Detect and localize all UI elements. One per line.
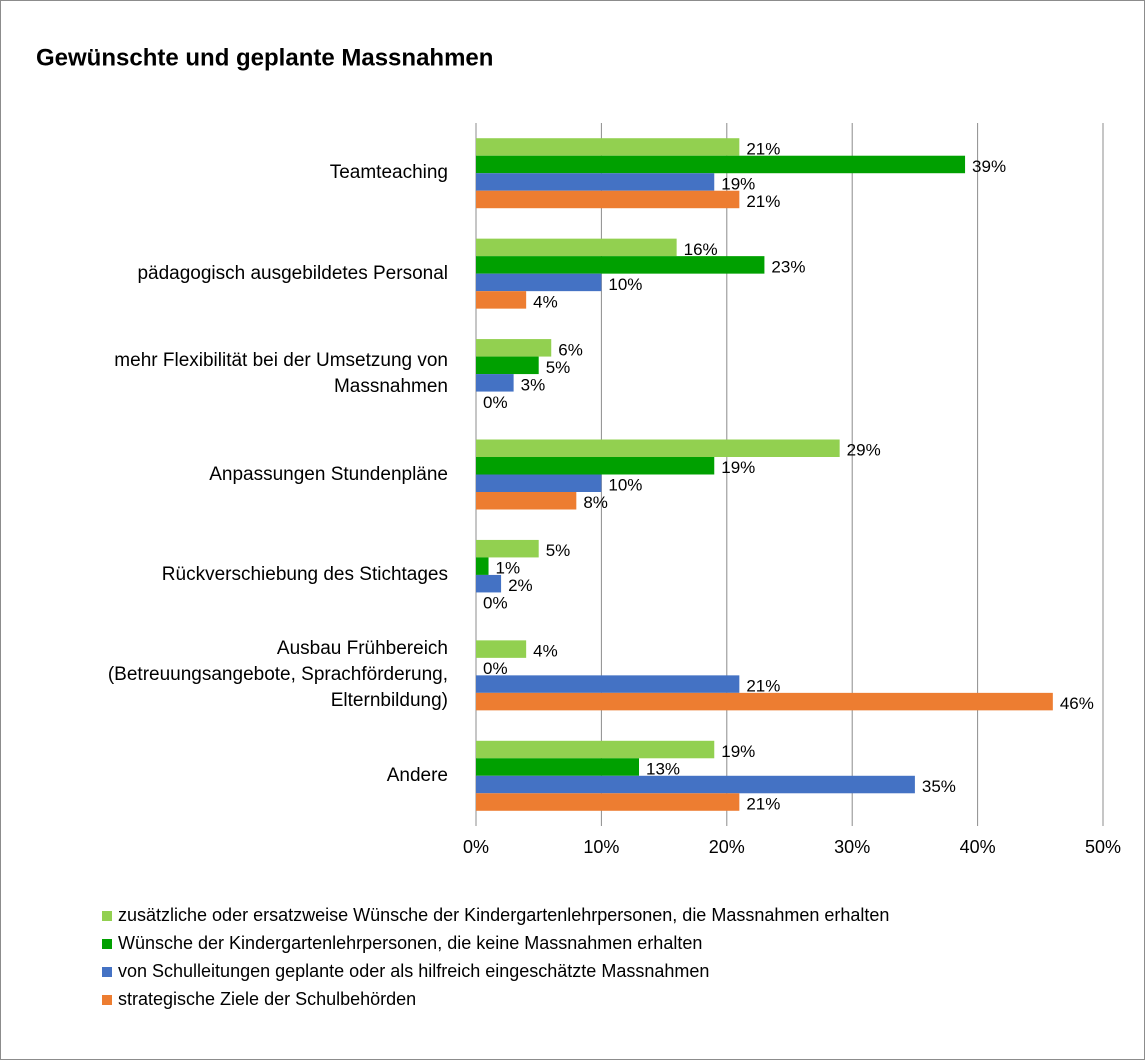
legend-swatch — [102, 911, 112, 921]
data-label: 19% — [721, 174, 755, 193]
bar — [476, 692, 1053, 711]
data-label: 5% — [546, 541, 571, 560]
bar — [476, 273, 602, 292]
data-label: 4% — [533, 642, 558, 661]
data-label: 39% — [972, 157, 1006, 176]
category-label: pädagogisch ausgebildetes Personal — [137, 262, 448, 284]
data-label: 21% — [746, 192, 780, 211]
data-label: 4% — [533, 292, 558, 311]
bar — [476, 155, 966, 174]
data-label: 0% — [483, 594, 508, 613]
bar — [476, 356, 539, 375]
x-tick-label: 20% — [709, 837, 745, 857]
data-label: 5% — [546, 358, 571, 377]
bar — [476, 256, 765, 274]
category-label: Rückverschiebung des Stichtages — [161, 563, 448, 585]
bar — [476, 492, 577, 510]
bar — [476, 775, 915, 794]
bar — [476, 439, 840, 457]
legend-swatch — [102, 939, 112, 949]
data-label: 19% — [721, 742, 755, 761]
category-label: Ausbau Frühbereich (Betreuungsangebote, … — [107, 638, 448, 712]
data-label: 19% — [721, 458, 755, 477]
category-label: Andere — [386, 764, 448, 786]
data-label: 2% — [508, 576, 533, 595]
legend-label: Wünsche der Kindergartenlehrpersonen, di… — [118, 933, 702, 953]
x-tick-label: 30% — [834, 837, 870, 857]
data-label: 16% — [684, 240, 718, 259]
bar — [476, 640, 527, 658]
data-label: 8% — [583, 493, 608, 512]
bar — [476, 339, 552, 357]
x-tick-label: 40% — [960, 837, 996, 857]
legend-label: strategische Ziele der Schulbehörden — [118, 989, 416, 1009]
data-label: 10% — [608, 476, 642, 495]
bar — [476, 793, 740, 811]
bar — [476, 474, 602, 492]
data-label: 13% — [646, 760, 680, 779]
data-label: 29% — [847, 441, 881, 460]
bar — [476, 557, 489, 575]
data-label: 35% — [922, 777, 956, 796]
legend-label: von Schulleitungen geplante oder als hil… — [118, 961, 709, 981]
x-tick-label: 0% — [463, 837, 489, 857]
legend-swatch — [102, 967, 112, 977]
data-label: 0% — [483, 393, 508, 412]
bar — [476, 758, 640, 776]
bar — [476, 374, 514, 392]
category-label: Teamteaching — [329, 162, 448, 184]
bar — [476, 173, 715, 191]
data-label: 3% — [521, 375, 546, 394]
data-label: 46% — [1060, 694, 1094, 713]
bar — [476, 574, 502, 593]
legend-label: zusätzliche oder ersatzweise Wünsche der… — [118, 905, 889, 925]
x-tick-label: 10% — [583, 837, 619, 857]
data-label: 0% — [483, 659, 508, 678]
bar — [476, 238, 677, 257]
bar — [476, 138, 740, 156]
x-tick-label: 50% — [1085, 837, 1121, 857]
data-label: 23% — [771, 257, 805, 276]
category-label: Anpassungen Stundenpläne — [209, 463, 448, 485]
bar — [476, 190, 740, 209]
data-label: 6% — [558, 340, 583, 359]
data-label: 1% — [496, 559, 521, 578]
data-label: 10% — [608, 275, 642, 294]
bar — [476, 740, 715, 759]
bar — [476, 291, 527, 309]
legend-swatch — [102, 995, 112, 1005]
bar — [476, 675, 740, 693]
bar — [476, 539, 539, 558]
data-label: 21% — [746, 139, 780, 158]
data-label: 21% — [746, 677, 780, 696]
category-label: mehr Flexibilität bei der Umsetzung von … — [114, 350, 448, 398]
data-label: 21% — [746, 795, 780, 814]
chart-title: Gewünschte und geplante Massnahmen — [36, 44, 493, 71]
bar — [476, 457, 715, 475]
